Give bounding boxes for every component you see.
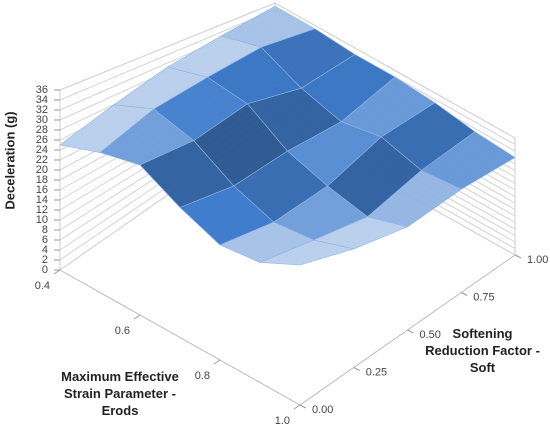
z-tick-label: 4 (42, 244, 48, 256)
y-axis-title: Softening Reduction Factor - Soft (425, 326, 540, 375)
z-tick-label: 16 (36, 184, 48, 196)
x-tick-label: 0.4 (35, 280, 50, 292)
y-tick (461, 292, 468, 296)
x-tick (293, 404, 301, 410)
z-tick-label: 12 (36, 204, 48, 216)
z-tick-label: 24 (36, 144, 48, 156)
z-tick-label: 18 (36, 174, 48, 186)
z-axis-title: Deceleration (g) (2, 111, 18, 210)
grid-line (59, 2, 516, 139)
z-tick-label: 36 (36, 84, 48, 96)
z-tick-label: 8 (42, 224, 48, 236)
z-tick-label: 32 (36, 104, 48, 116)
x-tick-label: 0.8 (195, 370, 210, 382)
x-tick (133, 314, 141, 320)
x-axis-title: Maximum Effective Strain Parameter - Ero… (61, 369, 179, 418)
x-tick (213, 359, 221, 365)
z-tick-label: 28 (36, 124, 48, 136)
z-tick-label: 14 (36, 194, 48, 206)
x-tick-label: 0.6 (115, 325, 130, 337)
y-tick-label: 0.75 (473, 291, 494, 303)
z-tick-label: 0 (42, 264, 48, 276)
z-tick-label: 26 (36, 134, 48, 146)
x-tick (53, 269, 61, 275)
y-tick (514, 254, 522, 259)
z-tick-label: 30 (36, 114, 48, 126)
x-tick-label: 1.0 (275, 415, 290, 427)
surface-patch (259, 239, 355, 266)
y-tick-label: 1.00 (527, 254, 548, 266)
z-tick-label: 10 (36, 214, 48, 226)
z-tick-label: 2 (42, 254, 48, 266)
y-tick (353, 367, 360, 371)
y-tick-label: 0.00 (312, 404, 333, 416)
y-tick (407, 329, 414, 334)
z-tick-label: 34 (36, 94, 48, 106)
y-tick-label: 0.50 (420, 329, 441, 341)
y-tick-label: 0.25 (366, 366, 387, 378)
y-tick (299, 404, 307, 409)
z-tick-label: 22 (36, 154, 48, 166)
z-tick-label: 6 (42, 234, 48, 246)
z-tick-label: 20 (36, 164, 48, 176)
